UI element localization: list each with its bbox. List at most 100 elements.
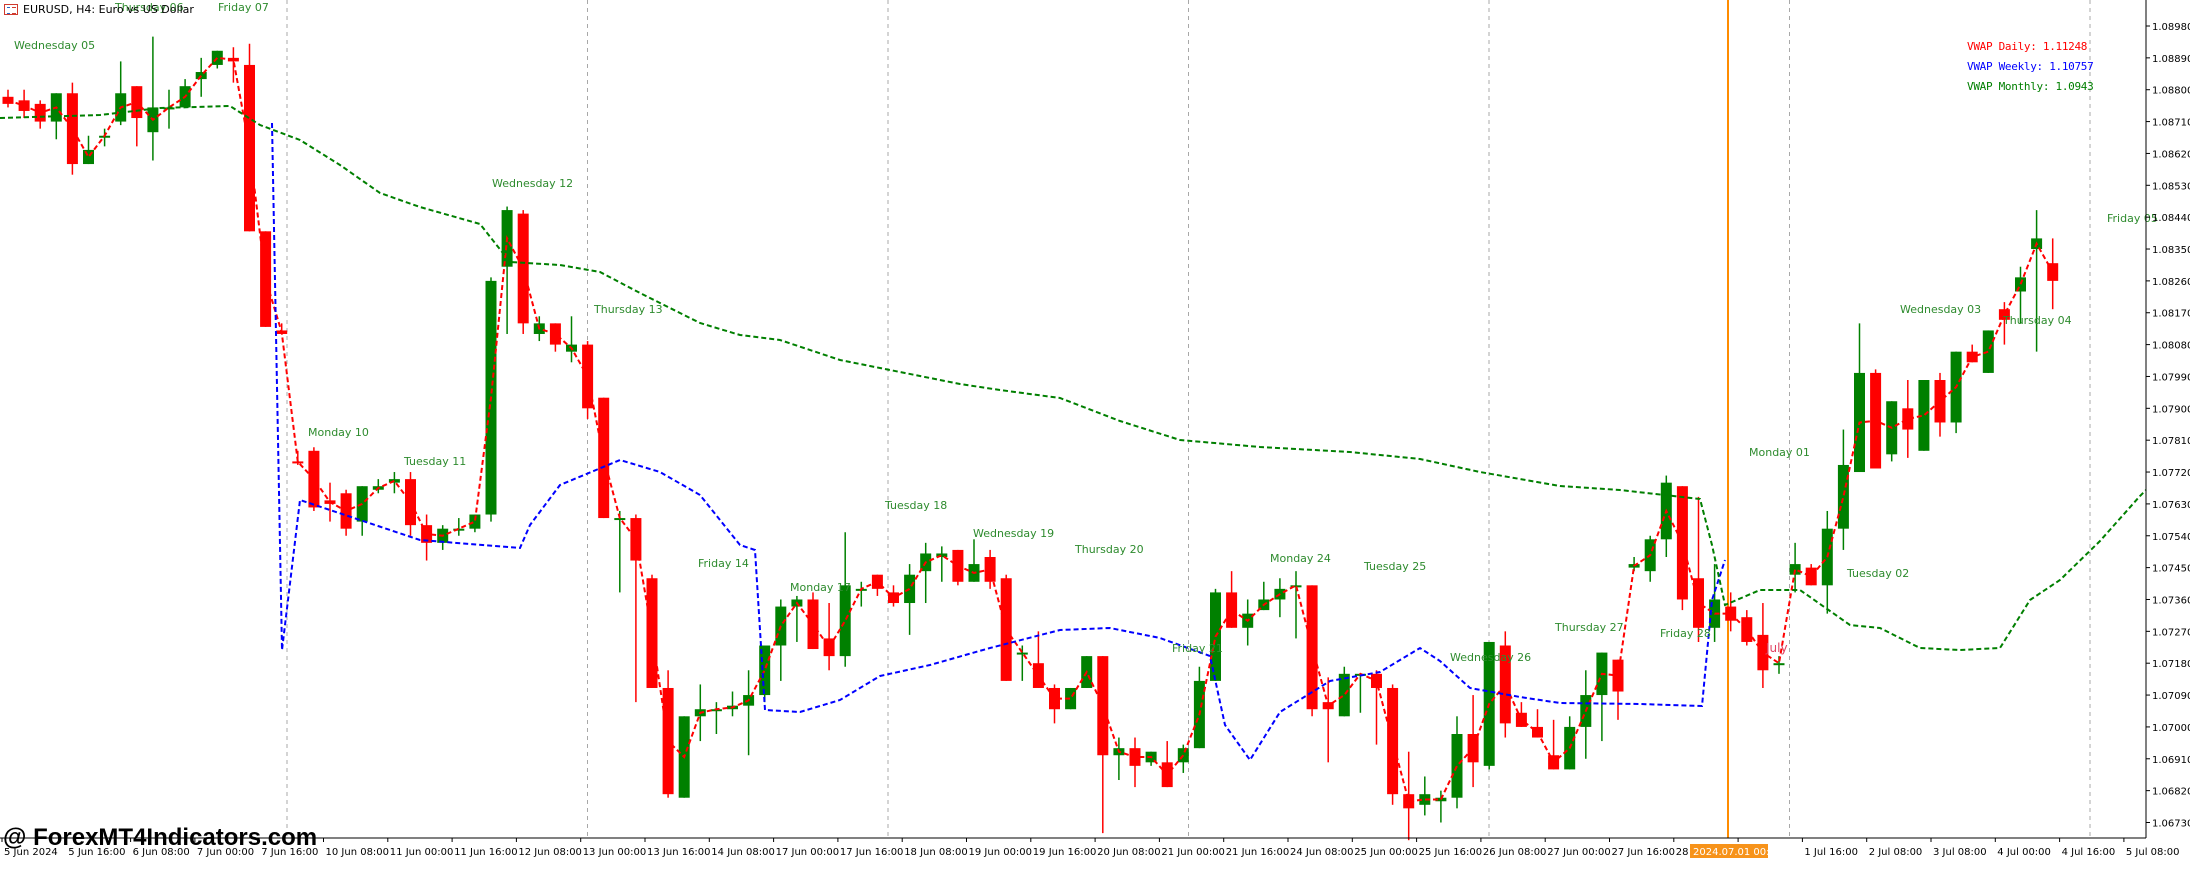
watermark: @ ForexMT4Indicators.com [3,824,318,851]
vwap-daily-line [7,56,2054,803]
candle[interactable] [1693,496,1704,642]
candle[interactable] [968,539,980,582]
candle[interactable] [710,702,722,734]
candle[interactable] [1161,741,1173,788]
candle[interactable] [1467,695,1479,788]
candle[interactable] [1145,751,1157,766]
candle[interactable] [2047,238,2059,310]
candle[interactable] [823,603,835,671]
candle[interactable] [662,670,674,798]
candle[interactable] [1290,571,1302,639]
candle[interactable] [1676,486,1688,611]
candle[interactable] [1966,344,1978,363]
candle[interactable] [1612,659,1624,720]
candle[interactable] [1049,684,1060,724]
candle[interactable] [211,50,223,69]
candle[interactable] [775,599,787,681]
price-tick-label: 1.07990 [2152,372,2190,383]
candle[interactable] [1886,401,1898,462]
day-label: Friday 05 [2107,212,2158,225]
candle[interactable] [1741,610,1753,646]
candle[interactable] [1193,666,1205,749]
candle[interactable] [1435,790,1447,823]
time-tick-label: 7 Jun 00:00 [197,847,254,858]
candle[interactable] [2031,210,2043,352]
candle[interactable] [340,489,352,536]
candle[interactable] [1837,429,1849,550]
candle[interactable] [195,57,207,97]
candle[interactable] [936,546,948,582]
candle[interactable] [1564,716,1576,770]
candle[interactable] [1660,475,1672,557]
candle[interactable] [839,532,851,667]
vwap-weekly-line [271,122,1726,762]
candle[interactable] [1338,666,1350,717]
candle[interactable] [1998,302,2010,345]
candle[interactable] [1982,330,1994,373]
candle[interactable] [807,592,819,650]
candle[interactable] [34,100,46,129]
candle[interactable] [356,486,368,536]
candle[interactable] [2,89,14,108]
candle[interactable] [855,581,867,607]
candle[interactable] [1789,542,1801,593]
candle[interactable] [1725,592,1737,632]
candle[interactable] [83,135,94,165]
candle[interactable] [1805,564,1817,586]
time-tick-label: 4 Jul 16:00 [2062,847,2116,858]
vwap-daily-label: VWAP Daily: 1.11248 [1967,40,2088,53]
candle[interactable] [1177,744,1189,773]
candle[interactable] [727,691,738,717]
candle[interactable] [131,86,143,147]
candle[interactable] [888,585,899,607]
candle[interactable] [1419,776,1431,816]
candle[interactable] [66,82,78,175]
candle[interactable] [244,43,255,232]
candle[interactable] [1097,656,1109,834]
candle[interactable] [1032,631,1044,688]
candle[interactable] [99,128,111,147]
candle[interactable] [1918,380,1930,451]
candle[interactable] [147,36,159,161]
candle[interactable] [1596,652,1608,742]
candle[interactable] [1113,737,1125,781]
candle[interactable] [1226,571,1238,628]
candle[interactable] [1902,380,1914,458]
candle[interactable] [421,514,433,561]
candle[interactable] [904,564,916,635]
candle[interactable] [179,79,191,108]
candle[interactable] [1451,716,1463,809]
candle[interactable] [437,525,449,550]
candle[interactable] [598,397,610,519]
time-tick-label: 25 Jun 16:00 [1419,847,1483,858]
candle[interactable] [614,510,626,593]
candle[interactable] [630,514,642,703]
candle[interactable] [920,542,932,604]
candle[interactable] [372,479,384,494]
candle[interactable] [1950,351,1962,434]
candle[interactable] [1242,599,1254,646]
price-tick-label: 1.08890 [2152,54,2190,65]
candle[interactable] [1065,687,1077,710]
candle[interactable] [582,341,594,419]
candle[interactable] [1016,645,1028,681]
candle[interactable] [743,670,755,756]
price-tick-label: 1.07090 [2152,691,2190,702]
candle[interactable] [1934,372,1946,437]
candle[interactable] [549,323,561,352]
candle[interactable] [1274,578,1286,618]
candle[interactable] [1403,751,1415,841]
candle[interactable] [1854,323,1865,473]
candle[interactable] [1580,670,1592,759]
candle[interactable] [1129,737,1141,788]
candle[interactable] [952,549,964,586]
candle[interactable] [1870,369,1882,469]
candle[interactable] [1000,574,1012,681]
candle[interactable] [388,472,400,494]
candle[interactable] [1499,631,1511,738]
day-label: Tuesday 11 [403,455,466,468]
candle[interactable] [2015,266,2026,324]
day-label: Thursday 13 [593,303,663,316]
